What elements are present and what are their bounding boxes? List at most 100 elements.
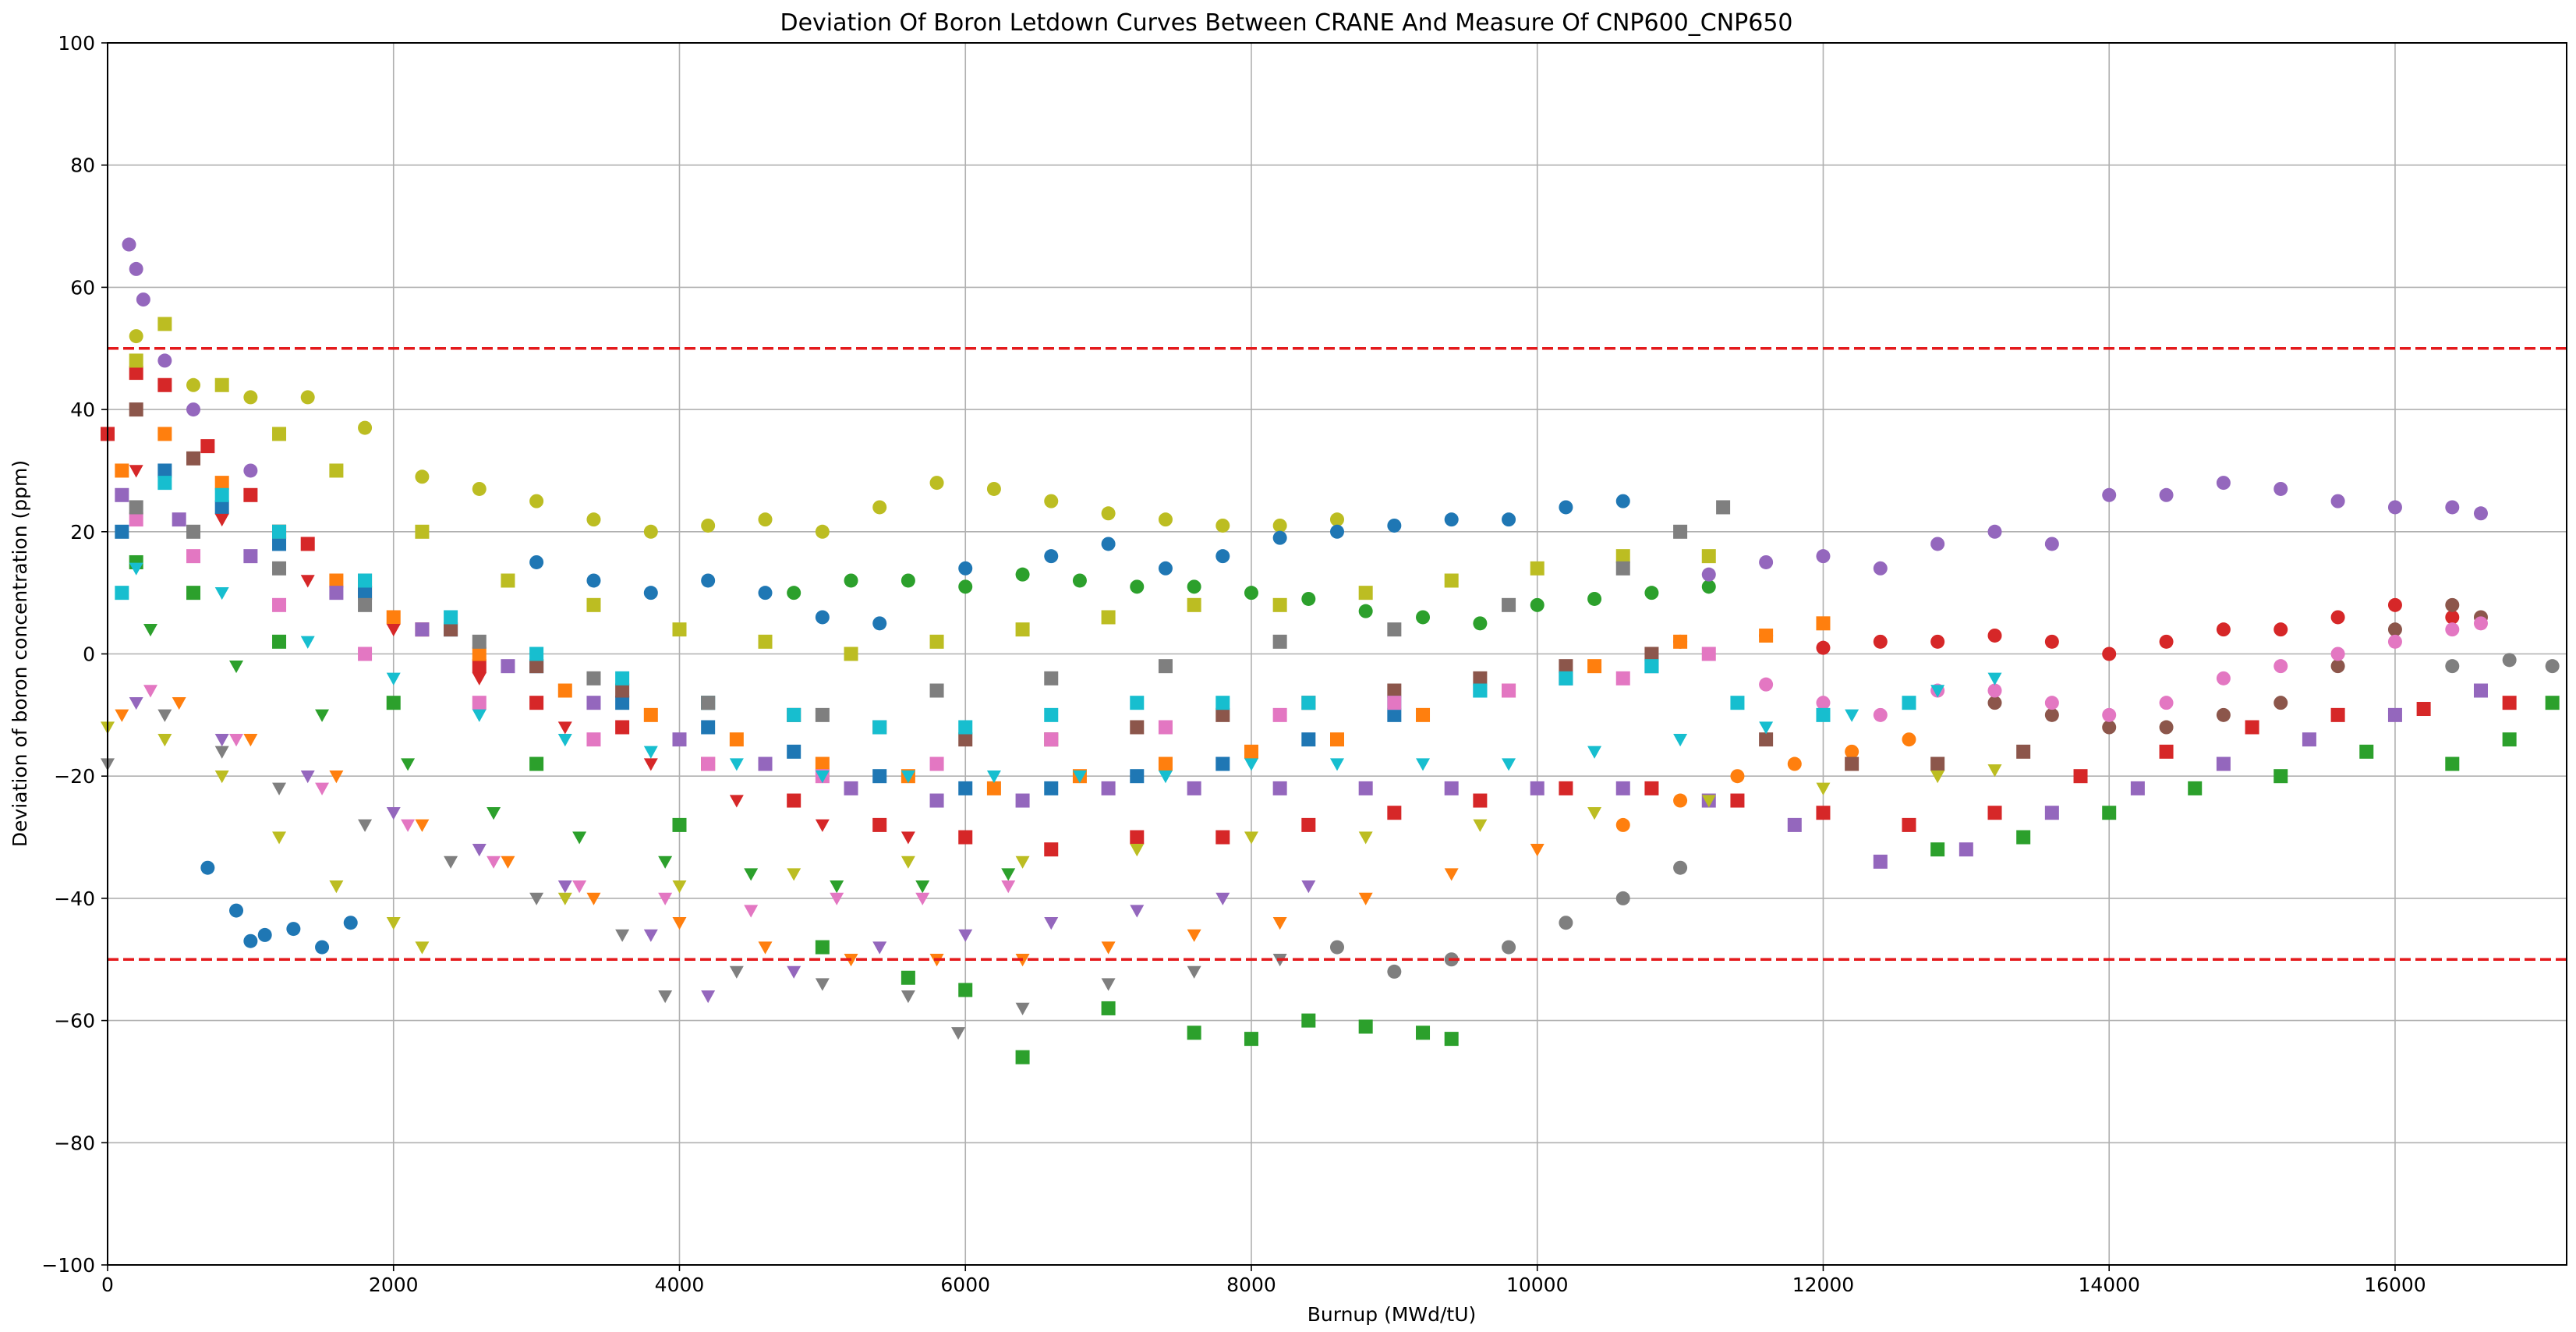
scatter-point <box>2330 494 2345 508</box>
scatter-point <box>1730 696 1745 710</box>
scatter-point <box>358 597 373 612</box>
scatter-point <box>1444 573 1459 588</box>
scatter-point <box>615 696 630 710</box>
scatter-point <box>1015 1002 1030 1015</box>
scatter-point <box>122 237 136 252</box>
scatter-point <box>1559 916 1573 930</box>
scatter-point <box>1187 965 1201 979</box>
scatter-point <box>529 756 544 771</box>
scatter-point <box>787 744 801 759</box>
scatter-point <box>1330 940 1344 955</box>
scatter-point <box>1444 1032 1459 1047</box>
scatter-point <box>214 746 229 759</box>
scatter-point <box>1044 781 1059 795</box>
scatter-point <box>1187 929 1201 942</box>
scatter-point <box>1301 880 1316 894</box>
scatter-point <box>1072 573 1087 588</box>
scatter-point <box>1330 758 1344 771</box>
scatter-point <box>815 610 830 625</box>
scatter-point <box>557 721 572 735</box>
scatter-point <box>787 965 801 979</box>
scatter-point <box>643 746 658 759</box>
scatter-point <box>1215 518 1230 533</box>
scatter-point <box>2159 487 2174 502</box>
scatter-point <box>1215 892 1230 905</box>
scatter-point <box>1044 671 1059 685</box>
scatter-point <box>1158 720 1173 735</box>
scatter-point <box>472 634 487 649</box>
scatter-point <box>929 756 944 771</box>
scatter-point <box>1101 1001 1116 1015</box>
scatter-point <box>157 709 172 722</box>
scatter-point <box>2387 707 2402 722</box>
scatter-point <box>729 965 744 979</box>
scatter-point <box>1044 494 1059 508</box>
scatter-point <box>643 586 658 600</box>
scatter-point <box>1816 549 1831 564</box>
scatter-point <box>129 465 143 478</box>
scatter-point <box>1502 758 1516 771</box>
scatter-point <box>1387 622 1402 637</box>
y-tick-label: 20 <box>70 521 95 544</box>
scatter-point <box>830 880 844 894</box>
series-0-circle <box>129 329 1344 539</box>
scatter-point <box>586 597 601 612</box>
scatter-point <box>1101 610 1116 625</box>
scatter-point <box>1187 579 1201 594</box>
scatter-point <box>815 707 830 722</box>
series-21-triangle <box>115 696 1545 967</box>
scatter-point <box>1158 512 1173 527</box>
scatter-point <box>1673 793 1688 808</box>
scatter-point <box>958 781 973 795</box>
y-tick-label: −100 <box>41 1254 95 1277</box>
scatter-point <box>901 831 915 845</box>
scatter-point <box>2502 732 2517 747</box>
scatter-point <box>872 817 887 832</box>
scatter-point <box>2016 830 2031 845</box>
scatter-point <box>214 771 229 784</box>
scatter-point <box>115 463 129 478</box>
scatter-point <box>386 917 401 930</box>
scatter-point <box>243 733 258 747</box>
scatter-point <box>1444 512 1459 527</box>
y-tick-label: 60 <box>70 276 95 299</box>
scatter-point <box>1272 518 1287 533</box>
scatter-point <box>529 659 544 674</box>
scatter-point <box>415 524 430 539</box>
scatter-point <box>2216 671 2231 685</box>
series-2-circle <box>787 567 1716 631</box>
scatter-point <box>2102 720 2117 735</box>
scatter-point <box>1816 616 1831 631</box>
scatter-point <box>129 353 143 368</box>
scatter-point <box>487 856 501 869</box>
scatter-point <box>272 561 287 576</box>
scatter-point <box>915 880 930 894</box>
scatter-point <box>329 463 344 478</box>
scatter-point <box>557 733 572 747</box>
scatter-point <box>1272 530 1287 545</box>
scatter-point <box>1845 744 1859 759</box>
y-tick-label: 0 <box>83 643 95 666</box>
scatter-point <box>501 659 515 674</box>
scatter-point <box>744 905 759 918</box>
scatter-point <box>1358 892 1373 905</box>
scatter-point <box>1502 940 1516 955</box>
y-tick-label: 40 <box>70 399 95 421</box>
series-25-triangle <box>129 465 915 845</box>
scatter-point <box>157 317 172 331</box>
scatter-point <box>672 917 687 930</box>
scatter-point <box>529 696 544 710</box>
scatter-point <box>472 709 487 722</box>
scatter-point <box>872 720 887 735</box>
scatter-point <box>1502 512 1516 527</box>
scatter-point <box>1358 586 1373 600</box>
scatter-point <box>1158 561 1173 576</box>
scatter-point <box>214 513 229 527</box>
scatter-point <box>572 831 587 845</box>
series-24-triangle <box>143 623 1016 894</box>
scatter-point <box>1530 597 1545 612</box>
scatter-point <box>129 261 143 276</box>
scatter-point <box>1416 610 1431 625</box>
scatter-point <box>2445 622 2460 637</box>
scatter-point <box>2330 647 2345 661</box>
